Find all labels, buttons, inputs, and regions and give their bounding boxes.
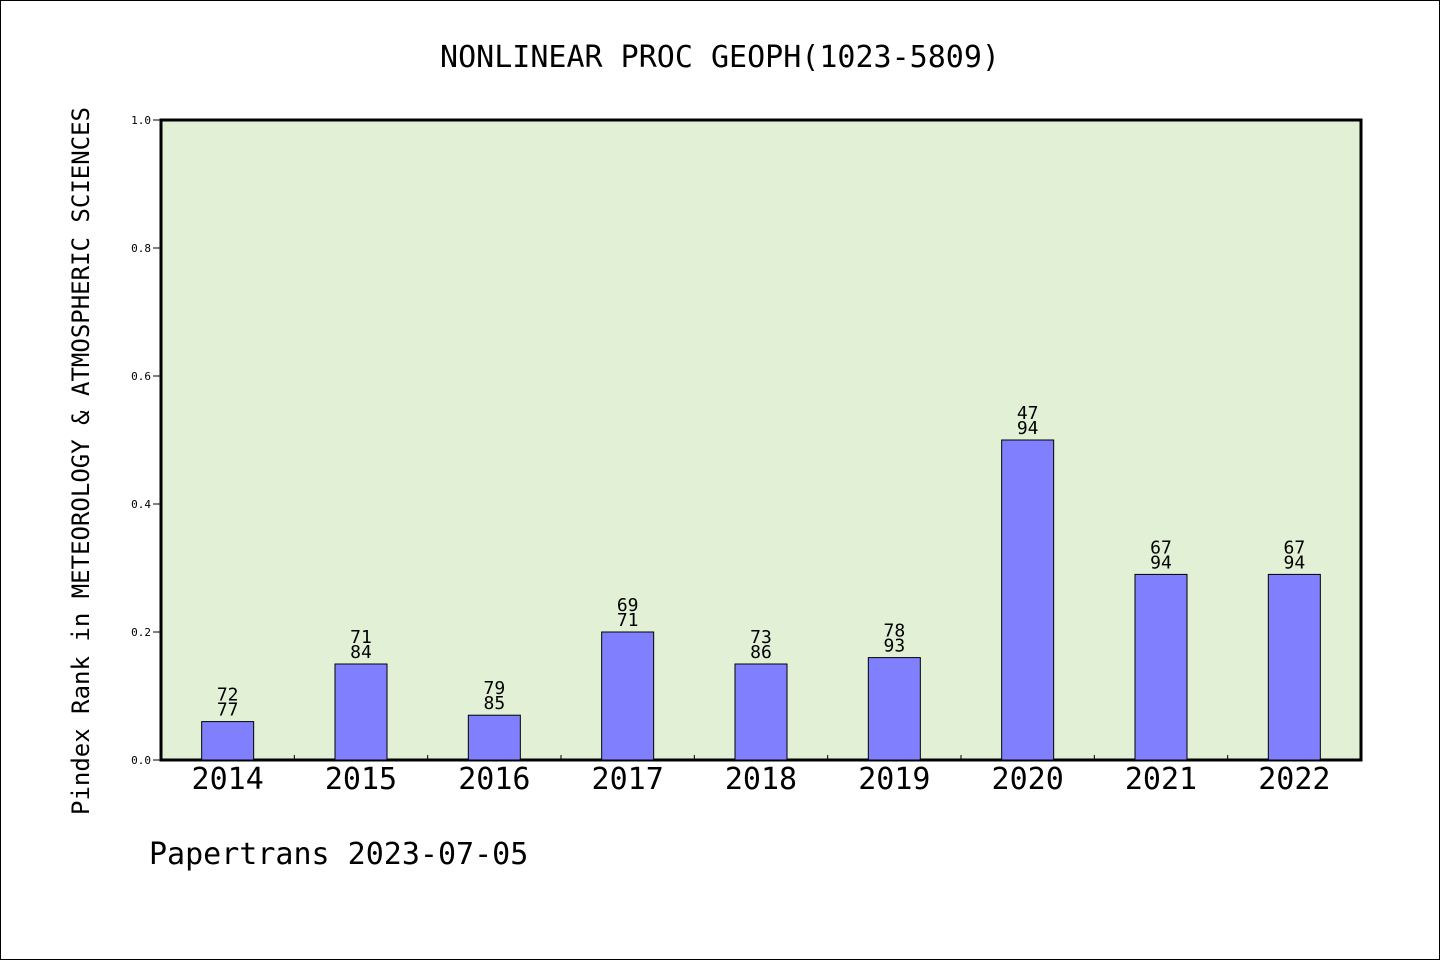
chart-title: NONLINEAR PROC GEOPH(1023-5809) [440,40,1000,75]
bar-label-bottom: 93 [883,636,905,657]
bar-label-top: 69 [617,595,639,616]
bar-2020 [1001,439,1055,761]
x-tick-label: 2014 [192,762,264,797]
bar-label-bottom: 86 [750,642,772,663]
bar-label-bottom: 77 [217,700,239,721]
bar-2017 [601,631,655,761]
y-tick-label: 0.6 [131,370,151,383]
bar-label-top: 78 [883,621,905,642]
y-tick-label: 0.8 [131,242,151,255]
bar-label-top: 72 [217,685,239,706]
y-axis-label: Pindex Rank in METEOROLOGY & ATMOSPHERIC… [67,107,95,815]
x-tick-label: 2015 [325,762,397,797]
bar-2019 [867,657,921,761]
bar-label-top: 79 [483,678,505,699]
bar-label-bottom: 84 [350,642,372,663]
x-tick-label: 2020 [992,762,1064,797]
x-tick-label: 2021 [1125,762,1197,797]
footer-credit: Papertrans 2023-07-05 [149,837,528,872]
x-tick-label: 2019 [858,762,930,797]
bars [201,439,1321,761]
x-tick-label: 2017 [592,762,664,797]
y-tick-label: 1.0 [131,114,151,127]
bar-label-bottom: 94 [1017,418,1039,439]
bar-2021 [1134,573,1188,761]
y-tick-label: 0.4 [131,498,151,511]
bar-label-bottom: 94 [1150,552,1172,573]
bar-2018 [734,663,788,761]
x-tick-label: 2016 [458,762,530,797]
y-axis-ticks: 0.0 0.2 0.4 0.6 0.8 1.0 [131,114,161,767]
bar-2015 [334,663,388,761]
bar-label-top: 67 [1283,537,1305,558]
x-axis-ticks [293,755,1229,760]
bar-label-top: 47 [1017,403,1039,424]
bar-label-bottom: 94 [1283,552,1305,573]
bar-label-top: 73 [750,627,772,648]
bar-2016 [467,714,521,761]
bar-label-bottom: 71 [617,610,639,631]
bar-label-top: 71 [350,627,372,648]
x-tick-label: 2022 [1258,762,1330,797]
bar-2022 [1267,573,1321,761]
x-axis-tick-labels: 2014 2015 2016 2017 2018 2019 2020 2021 2022 [192,762,1331,797]
x-tick-label: 2018 [725,762,797,797]
bar-2014 [201,721,255,761]
y-tick-label: 0.2 [131,626,151,639]
bar-label-top: 67 [1150,537,1172,558]
y-tick-label: 0.0 [131,754,151,767]
bar-label-bottom: 85 [483,693,505,714]
